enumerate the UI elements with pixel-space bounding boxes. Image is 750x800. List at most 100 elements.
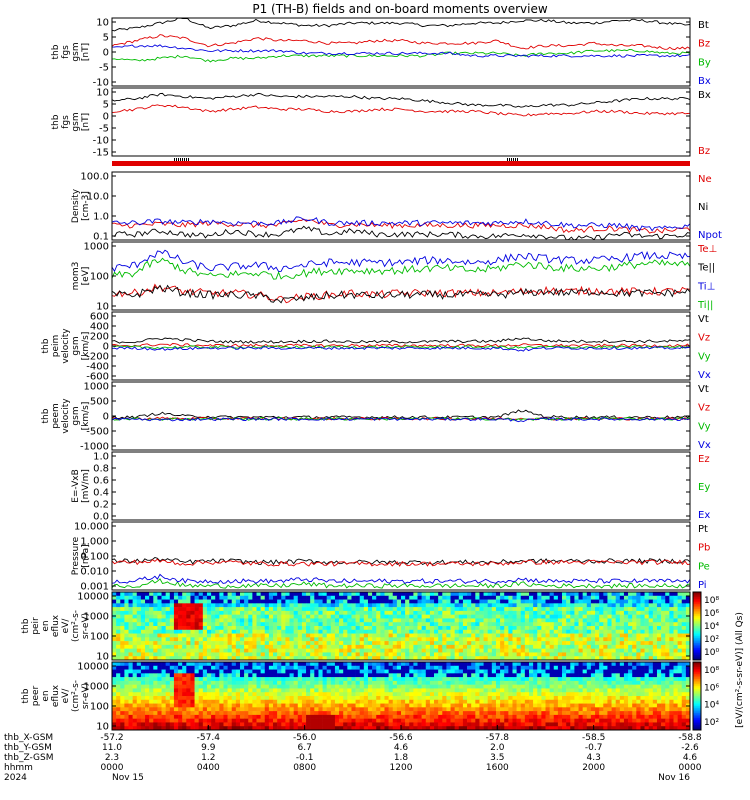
spectrogram-cell <box>417 665 422 670</box>
spectrogram-cell <box>475 662 480 667</box>
spectrogram-cell <box>318 696 323 701</box>
spectrogram-cell <box>471 696 476 701</box>
spectrogram-cell <box>136 688 142 693</box>
spectrogram-cell <box>301 603 307 608</box>
spectrogram-cell <box>491 607 497 612</box>
spectrogram-cell <box>401 707 406 712</box>
spectrogram-cell <box>648 607 654 612</box>
spectrogram-cell <box>165 644 171 649</box>
spectrogram-cell <box>194 599 199 604</box>
spectrogram-cell <box>566 665 571 670</box>
spectrogram-cell <box>396 684 402 689</box>
spectrogram-cell <box>347 718 352 723</box>
spectrogram-cell <box>619 637 625 642</box>
spectrogram-cell <box>504 614 509 619</box>
spectrogram-cell <box>376 718 381 723</box>
spectrogram-cell <box>520 633 526 638</box>
spectrogram-cell <box>677 641 683 646</box>
spectrogram-cell <box>417 662 422 667</box>
spectrogram-cell <box>260 592 266 597</box>
spectrogram-cell <box>297 696 303 701</box>
spectrogram-cell <box>330 644 336 649</box>
spectrogram-cell <box>425 684 431 689</box>
spectrogram-cell <box>570 644 575 649</box>
spectrogram-cell <box>326 673 332 678</box>
spectrogram-cell <box>636 696 641 701</box>
spectrogram-cell <box>330 696 336 701</box>
spectrogram-cell <box>198 652 204 657</box>
spectrogram-cell <box>681 692 687 697</box>
y-tick-label: 0.100 <box>80 552 109 563</box>
spectrogram-cell <box>681 644 687 649</box>
spectrogram-cell <box>541 610 546 615</box>
spectrogram-cell <box>330 673 336 678</box>
spectrogram-cell <box>153 610 158 615</box>
spectrogram-cell <box>582 603 588 608</box>
spectrogram-cell <box>388 603 394 608</box>
spectrogram-cell <box>306 599 311 604</box>
spectrogram-cell <box>388 677 394 682</box>
spectrogram-cell <box>632 641 637 646</box>
spectrogram-cell <box>330 669 336 674</box>
y-axis-label: thb fgs gsm [nT] <box>51 112 91 131</box>
spectrogram-cell <box>656 684 662 689</box>
spectrogram-cell <box>363 665 369 670</box>
spectrogram-cell <box>520 652 526 657</box>
spectrogram-cell <box>528 703 534 708</box>
spectrogram-cell <box>301 662 307 667</box>
spectrogram-cell <box>483 696 488 701</box>
spectrogram-cell <box>632 707 637 712</box>
spectrogram-cell <box>285 688 290 693</box>
spectrogram-cell <box>372 622 377 627</box>
spectrogram-cell <box>239 603 245 608</box>
spectrogram-cell <box>656 662 662 667</box>
spectrogram-cell <box>562 696 567 701</box>
spectrogram-cell <box>359 622 365 627</box>
spectrogram-cell <box>285 707 290 712</box>
spectrogram-cell <box>438 669 443 674</box>
spectrogram-cell <box>211 684 216 689</box>
spectrogram-cell <box>281 696 286 701</box>
spectrogram-cell <box>186 673 191 678</box>
spectrogram-cell <box>491 622 497 627</box>
spectrogram-cell <box>310 637 315 642</box>
spectrogram-cell <box>202 610 208 615</box>
spectrogram-cell <box>429 633 435 638</box>
spectrogram-cell <box>223 603 228 608</box>
spectrogram-cell <box>347 707 352 712</box>
spectrogram-cell <box>169 648 175 653</box>
spectrogram-cell <box>520 626 526 631</box>
spectrogram-cell <box>450 633 455 638</box>
spectrogram-cell <box>450 622 455 627</box>
spectrogram-cell <box>603 595 608 600</box>
spectrogram-cell <box>314 714 319 719</box>
spectrogram-cell <box>182 688 187 693</box>
spectrogram-cell <box>595 629 600 634</box>
spectrogram-cell <box>215 714 220 719</box>
spectrogram-cell <box>421 673 427 678</box>
y-axis-label-line: [mV/m] <box>81 469 91 503</box>
spectrogram-cell <box>438 607 443 612</box>
spectrogram-cell <box>673 610 678 615</box>
spectrogram-cell <box>528 684 534 689</box>
spectrogram-cell <box>483 677 488 682</box>
spectrogram-cell <box>434 610 439 615</box>
spectrogram-cell <box>173 648 179 653</box>
spectrogram-cell <box>326 599 332 604</box>
spectrogram-cell <box>623 633 629 638</box>
spectrogram-cell <box>595 673 600 678</box>
spectrogram-cell <box>632 592 637 597</box>
spectrogram-cell <box>116 641 121 646</box>
spectrogram-cell <box>330 692 336 697</box>
spectrogram-cell <box>607 680 612 685</box>
spectrogram-cell <box>681 637 687 642</box>
spectrogram-cell <box>347 669 352 674</box>
spectrogram-cell <box>574 669 579 674</box>
spectrogram-cell <box>289 703 294 708</box>
spectrogram-cell <box>268 684 274 689</box>
spectrogram-cell <box>347 592 352 597</box>
spectrogram-cell <box>248 662 253 667</box>
spectrogram-cell <box>495 714 501 719</box>
spectrogram-cell <box>260 629 266 634</box>
spectrogram-cell <box>318 592 323 597</box>
